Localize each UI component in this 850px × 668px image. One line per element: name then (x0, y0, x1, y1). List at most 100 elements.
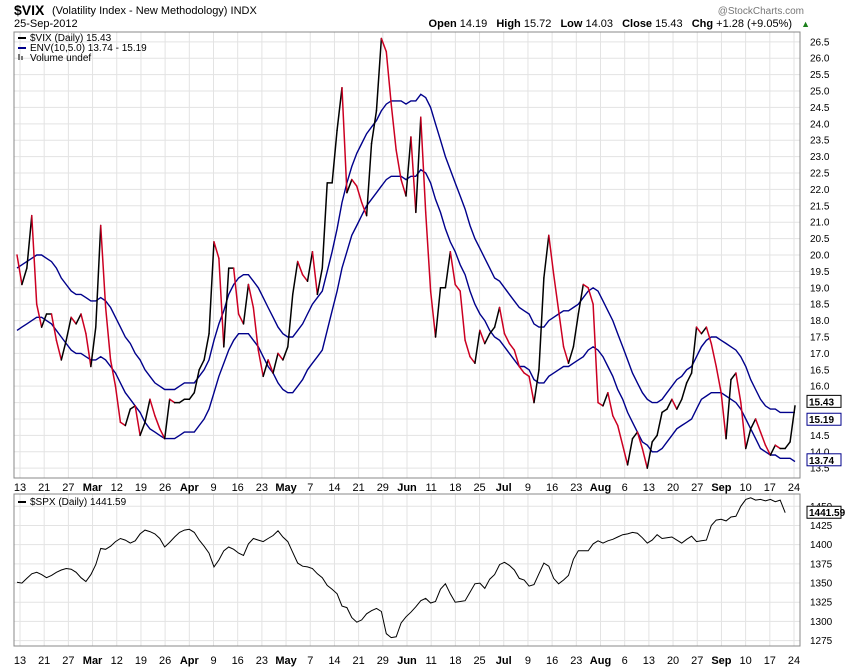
vix-y-tick-label: 22.0 (810, 185, 830, 196)
vix-x-tick-label: 27 (62, 482, 74, 494)
vix-down-segment (695, 326, 703, 335)
spx-last-value: 1441.59 (806, 505, 846, 519)
vix-last-value: 15.43 (806, 394, 842, 408)
vix-down-segment (119, 421, 127, 427)
vix-legend-label: $VIX (Daily) 15.43 (30, 33, 112, 44)
spx-x-tick-label: 23 (570, 655, 582, 667)
last-value-labels: 15.43 15.19 13.74 1441.59 (806, 394, 846, 519)
vix-down-segment (715, 365, 722, 394)
vix-down-segment (616, 424, 624, 446)
vix-down-segment (513, 349, 521, 368)
vix-down-segment (16, 254, 23, 286)
spx-last-value-text: 1441.59 (809, 508, 846, 519)
vix-x-tick-label: 21 (38, 482, 50, 494)
vix-x-tick-label: May (275, 482, 297, 494)
vix-down-segment (479, 329, 486, 345)
vix-down-segment (213, 241, 220, 260)
vix-down-segment (380, 37, 388, 53)
spx-y-tick-label: 1325 (810, 598, 833, 609)
vix-down-segment (459, 290, 466, 342)
vix-up-segment (316, 267, 324, 296)
vix-down-segment (552, 273, 560, 312)
spx-line (16, 497, 786, 639)
vix-x-tick-label: 26 (159, 482, 171, 494)
vix-y-axis: 13.514.014.515.015.516.016.517.017.518.0… (810, 37, 830, 474)
vix-down-segment (257, 349, 264, 378)
vix-up-segment (567, 346, 575, 364)
vix-up-segment (631, 431, 639, 440)
spx-x-tick-label: 19 (135, 655, 147, 667)
vix-down-segment (168, 398, 176, 404)
vix-up-segment (543, 234, 550, 279)
vix-up-segment (40, 313, 48, 328)
vix-up-segment (90, 326, 97, 368)
vix-down-segment (621, 444, 629, 466)
close-value: 15.43 (655, 18, 683, 30)
vix-x-tick-label: 11 (425, 482, 436, 494)
vix-x-tick-label: 6 (622, 482, 628, 494)
vix-up-segment (405, 136, 412, 197)
vix-down-segment (508, 342, 516, 351)
vix-x-tick-label: 20 (667, 482, 679, 494)
env-lower-last-value-box (806, 453, 842, 467)
vix-down-segment (754, 418, 762, 433)
spx-x-tick-label: 16 (546, 655, 558, 667)
vix-x-tick-label: 16 (232, 482, 244, 494)
vix-last-value-text: 15.43 (809, 397, 834, 408)
vix-up-segment (203, 332, 210, 361)
vix-y-tick-label: 26.0 (810, 54, 830, 65)
vix-up-segment (444, 250, 452, 289)
vix-up-segment (178, 398, 186, 404)
vix-y-tick-label: 20.0 (810, 251, 830, 262)
vix-down-segment (587, 287, 594, 305)
up-arrow-icon: ▲ (801, 19, 810, 29)
vix-up-segment (666, 398, 673, 410)
vix-y-tick-label: 16.5 (810, 365, 830, 376)
vix-up-segment (646, 441, 653, 469)
vix-x-tick-label: 19 (135, 482, 147, 494)
vix-up-segment (75, 313, 82, 325)
vix-up-segment (661, 408, 668, 414)
vix-up-segment (725, 378, 732, 440)
vix-x-tick-label: 7 (307, 482, 313, 494)
spx-x-tick-label: 23 (256, 655, 268, 667)
volume-legend-swatch (18, 54, 20, 60)
vix-up-segment (685, 372, 693, 384)
spx-panel-frame (13, 493, 801, 647)
vix-x-tick-label: 18 (449, 482, 461, 494)
watermark: @StockCharts.com (717, 6, 804, 17)
vix-y-tick-label: 20.5 (810, 234, 830, 245)
spx-x-tick-label: 7 (307, 655, 313, 667)
vix-up-segment (163, 398, 171, 440)
vix-last-value-box (806, 394, 842, 408)
vix-down-segment (55, 339, 63, 361)
spx-y-tick-label: 1400 (810, 540, 833, 551)
vix-up-segment (129, 405, 136, 410)
vix-down-segment (85, 332, 92, 368)
vix-up-segment (749, 418, 757, 430)
vix-y-tick-label: 26.5 (810, 37, 830, 48)
spx-x-tick-label: 13 (14, 655, 26, 667)
vix-down-segment (523, 372, 530, 378)
spx-x-tick-label: Aug (590, 655, 611, 667)
vix-up-segment (676, 398, 683, 410)
vix-down-segment (503, 332, 511, 345)
vix-x-tick-label: Apr (180, 482, 200, 494)
open-value: 14.19 (459, 18, 488, 30)
spx-legend-label: $SPX (Daily) 1441.59 (30, 497, 127, 508)
vix-x-tick-label: 12 (111, 482, 123, 494)
vix-up-segment (291, 260, 299, 296)
vix-y-tick-label: 17.5 (810, 332, 830, 343)
vix-down-segment (612, 414, 619, 427)
symbol-title: $VIX (14, 2, 45, 18)
spx-x-tick-label: Mar (83, 655, 103, 667)
series-layer (16, 37, 796, 639)
spx-x-tick-label: 10 (740, 655, 752, 667)
vix-down-segment (469, 355, 476, 364)
vix-down-segment (557, 310, 565, 348)
vix-up-segment (690, 326, 698, 374)
vix-x-tick-label: 17 (764, 482, 776, 494)
vix-down-segment (424, 211, 432, 292)
vix-down-segment (301, 273, 309, 282)
vix-down-segment (99, 224, 107, 309)
